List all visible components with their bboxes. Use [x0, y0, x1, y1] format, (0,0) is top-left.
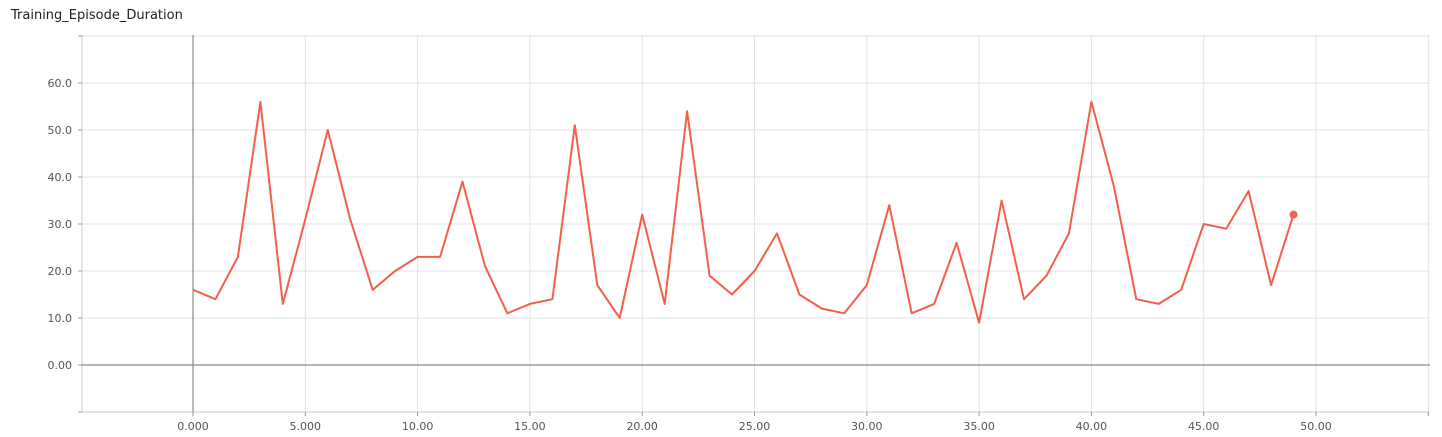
series-line — [192, 100, 1295, 324]
grid — [82, 35, 1430, 413]
x-tick-label: 5.000 — [290, 420, 322, 433]
y-tick-label: 60.0 — [48, 77, 73, 90]
y-tick-label: 0.00 — [48, 359, 73, 372]
x-tick-label: 45.00 — [1188, 420, 1220, 433]
x-tick-label: 50.00 — [1300, 420, 1332, 433]
y-tick-label: 20.0 — [48, 265, 73, 278]
y-tick-label: 10.0 — [48, 312, 73, 325]
x-tick-label: 40.00 — [1076, 420, 1108, 433]
x-tick-label: 20.00 — [626, 420, 658, 433]
y-tick-label: 30.0 — [48, 218, 73, 231]
axes — [78, 35, 1430, 416]
x-tick-label: 15.00 — [514, 420, 546, 433]
y-tick-label: 50.0 — [48, 124, 73, 137]
x-tick-label: 10.00 — [402, 420, 434, 433]
last-data-point — [1289, 210, 1298, 219]
chart-title: Training_Episode_Duration — [11, 8, 183, 23]
x-tick-label: 30.00 — [851, 420, 883, 433]
x-tick-label: 25.00 — [739, 420, 771, 433]
x-tick-label: 35.00 — [963, 420, 995, 433]
x-tick-label: 0.000 — [177, 420, 209, 433]
series-layer — [192, 100, 1298, 324]
tick-labels: 0.00 10.0 20.0 30.0 40.0 50.0 60.0 0.000 5.000 10… — [48, 77, 1332, 433]
y-tick-label: 40.0 — [48, 171, 73, 184]
